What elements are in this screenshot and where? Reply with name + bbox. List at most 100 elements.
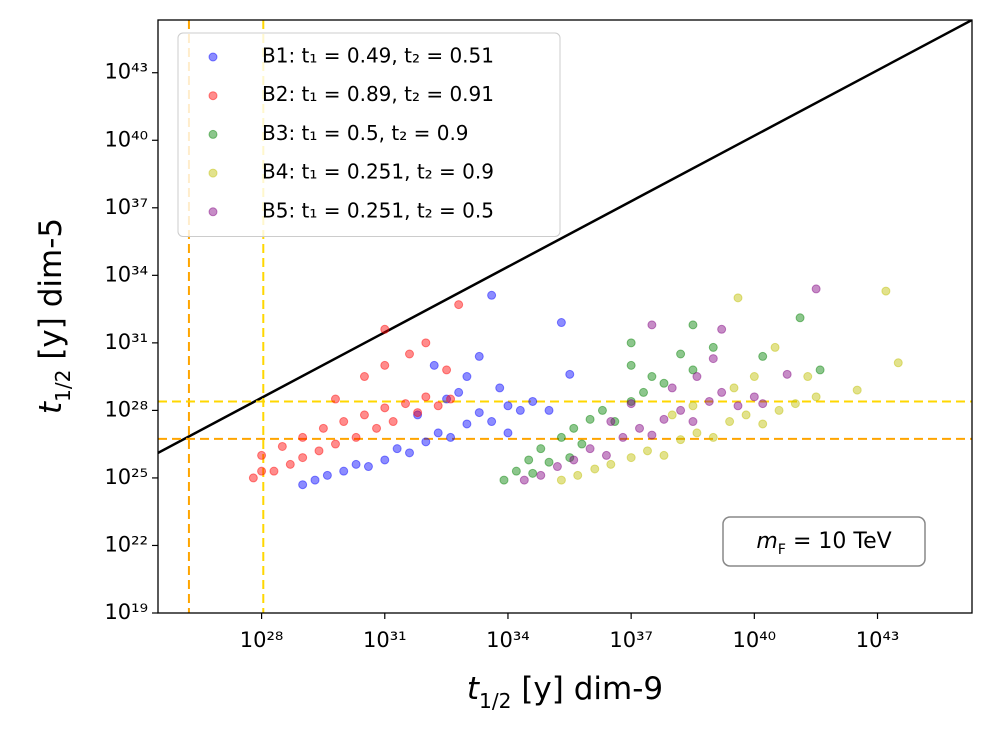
scatter-point <box>298 432 308 442</box>
scatter-point <box>298 453 308 463</box>
legend-label: B3: t₁ = 0.5, t₂ = 0.9 <box>262 121 469 145</box>
legend-marker <box>208 168 218 178</box>
scatter-point <box>803 372 813 382</box>
scatter-point <box>380 403 390 413</box>
scatter-point <box>339 466 349 476</box>
scatter-point <box>511 466 521 476</box>
scatter-point <box>790 399 800 409</box>
scatter-point <box>421 338 431 348</box>
x-tick-label: 10³⁷ <box>609 628 653 652</box>
legend-marker <box>208 52 218 62</box>
scatter-point <box>676 349 686 359</box>
scatter-point <box>556 318 566 328</box>
scatter-point <box>717 387 727 397</box>
scatter-point <box>606 459 616 469</box>
scatter-point <box>569 455 579 465</box>
scatter-point <box>601 450 611 460</box>
scatter-point <box>544 457 554 467</box>
scatter-point <box>330 394 340 404</box>
scatter-point <box>285 459 295 469</box>
scatter-point <box>626 338 636 348</box>
scatter-point <box>524 455 534 465</box>
scatter-point <box>635 423 645 433</box>
y-tick-label: 10³¹ <box>104 330 148 354</box>
legend-label: B1: t₁ = 0.49, t₂ = 0.51 <box>262 44 494 68</box>
scatter-point <box>626 360 636 370</box>
scatter-point <box>462 372 472 382</box>
scatter-point <box>692 428 702 438</box>
scatter-point <box>758 419 768 429</box>
scatter-point <box>487 290 497 300</box>
scatter-point <box>446 394 456 404</box>
scatter-point <box>659 414 669 424</box>
scatter-point <box>363 462 373 472</box>
scatter-point <box>413 410 423 420</box>
scatter-point <box>495 383 505 393</box>
scatter-point <box>667 383 677 393</box>
scatter-point <box>893 358 903 368</box>
scatter-point <box>552 462 562 472</box>
scatter-point <box>474 351 484 361</box>
scatter-point <box>392 444 402 454</box>
scatter-point <box>269 466 279 476</box>
scatter-point <box>556 475 566 485</box>
scatter-point <box>277 441 287 451</box>
scatter-point <box>257 466 267 476</box>
scatter-point <box>421 392 431 402</box>
scatter-point <box>569 423 579 433</box>
scatter-point <box>487 417 497 427</box>
x-tick-label: 10⁴⁰ <box>733 628 777 652</box>
y-tick-label: 10¹⁹ <box>104 600 148 624</box>
x-tick-label: 10³¹ <box>363 628 407 652</box>
x-tick-label: 10⁴³ <box>856 628 900 652</box>
scatter-point <box>590 464 600 474</box>
scatter-point <box>351 432 361 442</box>
scatter-point <box>597 405 607 415</box>
scatter-point <box>626 453 636 463</box>
y-axis-label: t1/2 [y] dim-5 <box>33 218 75 414</box>
scatter-point <box>433 401 443 411</box>
scatter-point <box>647 372 657 382</box>
scatter-point <box>404 448 414 458</box>
scatter-point <box>536 444 546 454</box>
scatter-point <box>688 401 698 411</box>
y-tick-label: 10²⁸ <box>104 397 148 421</box>
scatter-point <box>639 387 649 397</box>
scatter-point <box>795 313 805 323</box>
scatter-point <box>749 392 759 402</box>
scatter-point <box>585 414 595 424</box>
scatter-point <box>676 435 686 445</box>
scatter-point <box>556 432 566 442</box>
legend-label: B4: t₁ = 0.251, t₂ = 0.9 <box>262 160 494 184</box>
reference-line <box>158 20 972 454</box>
y-tick-label: 10³⁷ <box>104 195 148 219</box>
scatter-point <box>421 437 431 447</box>
scatter-point <box>708 432 718 442</box>
scatter-point <box>708 354 718 364</box>
scatter-point <box>708 342 718 352</box>
legend-marker <box>208 129 218 139</box>
scatter-point <box>359 410 369 420</box>
scatter-point <box>618 432 628 442</box>
scatter-point <box>565 453 575 463</box>
scatter-point <box>433 428 443 438</box>
y-tick-label: 10⁴³ <box>104 60 148 84</box>
y-tick-label: 10²⁵ <box>104 465 148 489</box>
scatter-point <box>749 372 759 382</box>
scatter-point <box>330 439 340 449</box>
scatter-point <box>758 351 768 361</box>
scatter-point <box>770 342 780 352</box>
scatter-point <box>310 475 320 485</box>
scatter-point <box>380 455 390 465</box>
scatter-point <box>626 399 636 409</box>
scatter-point <box>692 372 702 382</box>
scatter-point <box>388 417 398 427</box>
scatter-point <box>318 423 328 433</box>
x-tick-label: 10³⁴ <box>486 628 530 652</box>
scatter-point <box>815 365 825 375</box>
scatter-point <box>676 405 686 415</box>
scatter-point <box>499 475 509 485</box>
scatter-point <box>515 405 525 415</box>
